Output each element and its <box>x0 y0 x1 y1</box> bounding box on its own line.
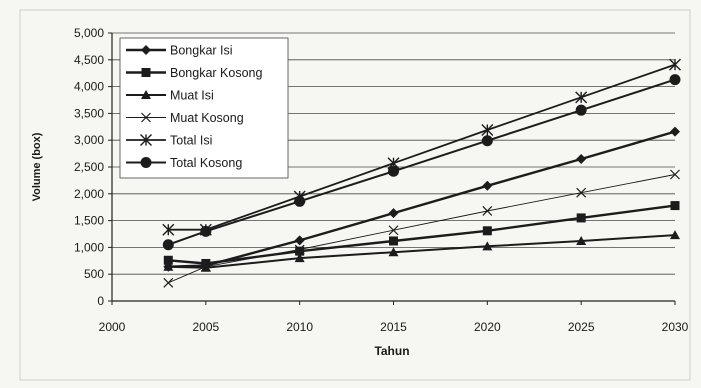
data-point-circle <box>669 74 681 86</box>
axes: 0 500 1,000 1,500 2,000 2,500 3,000 3,500 4,000 4… <box>74 26 689 334</box>
data-point-square <box>141 68 151 77</box>
y-tick-label: 1,000 <box>74 240 104 254</box>
data-point-circle <box>481 135 493 147</box>
y-tick-label: 0 <box>97 294 104 308</box>
data-point-circle <box>388 165 399 177</box>
data-point-circle <box>140 157 152 168</box>
data-point-diamond <box>141 45 151 55</box>
x-tick-label: 2005 <box>192 320 219 334</box>
data-point-square <box>576 213 586 223</box>
series-muat-kosong <box>163 169 680 288</box>
data-point-x <box>576 187 587 198</box>
y-axis-label: Volume (box) <box>31 132 43 201</box>
legend-item: Muat Isi <box>126 89 214 103</box>
legend-box <box>119 37 289 179</box>
data-point-circle <box>200 225 212 237</box>
y-tick-label: 4,000 <box>74 80 104 94</box>
data-point-square <box>389 236 398 246</box>
y-tick-label: 3,000 <box>74 133 104 147</box>
data-point-x <box>482 206 493 216</box>
data-point-star <box>162 223 175 236</box>
y-tick-label: 5,000 <box>74 26 104 40</box>
legend-item: Total Kosong <box>126 156 242 170</box>
legend-label: Muat Isi <box>170 89 214 103</box>
y-tick-label: 2,000 <box>74 187 104 201</box>
data-point-star <box>669 58 681 71</box>
series-group <box>162 58 681 288</box>
y-tick-label: 500 <box>84 267 104 281</box>
data-point-x <box>294 244 305 255</box>
data-point-square <box>670 201 680 211</box>
data-point-diamond <box>670 126 680 137</box>
data-point-square <box>295 246 305 256</box>
data-point-x <box>670 169 680 180</box>
legend-label: Total Kosong <box>170 156 242 170</box>
legend-label: Muat Kosong <box>170 111 244 125</box>
x-axis-label: Tahun <box>374 344 409 358</box>
legend-item: Total Isi <box>126 134 212 148</box>
data-point-star <box>481 124 494 137</box>
data-point-square <box>482 226 492 236</box>
data-point-triangle <box>294 253 305 263</box>
data-point-triangle <box>141 90 151 99</box>
legend-item: Bongkar Kosong <box>126 66 262 80</box>
series-total-kosong <box>162 74 681 251</box>
data-point-triangle <box>576 235 587 245</box>
data-point-diamond <box>576 153 587 164</box>
y-tick-label: 4,500 <box>74 53 104 67</box>
legend-label: Total Isi <box>170 134 212 148</box>
data-point-circle <box>575 104 587 116</box>
data-point-triangle <box>482 241 493 251</box>
data-point-circle <box>162 239 174 251</box>
legend-item: Bongkar Isi <box>126 44 233 58</box>
y-tick-label: 1,500 <box>74 214 104 228</box>
data-point-circle <box>294 195 306 207</box>
x-tick-label: 2010 <box>286 320 313 334</box>
x-tick-label: 2000 <box>99 320 126 334</box>
data-point-star <box>140 134 152 146</box>
data-point-star <box>575 91 588 104</box>
x-tick-label: 2015 <box>380 320 407 334</box>
x-tick-label: 2025 <box>568 320 595 334</box>
data-point-x <box>200 261 211 272</box>
data-point-x <box>388 225 399 236</box>
data-point-triangle <box>670 230 680 240</box>
legend-label: Bongkar Kosong <box>170 66 262 80</box>
data-point-x <box>163 277 174 288</box>
legend: Bongkar Isi Bongkar Kosong Muat Isi Muat Ko… <box>119 37 289 179</box>
data-point-square <box>163 255 173 265</box>
data-point-triangle <box>388 247 399 257</box>
legend-item: Muat Kosong <box>126 111 244 125</box>
data-point-diamond <box>388 208 399 219</box>
y-tick-label: 3,500 <box>74 106 104 120</box>
data-point-diamond <box>482 180 493 191</box>
data-point-diamond <box>294 235 305 246</box>
x-tick-label: 2020 <box>474 320 501 334</box>
legend-label: Bongkar Isi <box>170 44 233 58</box>
y-tick-label: 2,500 <box>74 160 104 174</box>
data-point-triangle <box>163 261 174 271</box>
x-tick-label: 2030 <box>662 320 689 334</box>
data-point-x <box>141 112 151 123</box>
